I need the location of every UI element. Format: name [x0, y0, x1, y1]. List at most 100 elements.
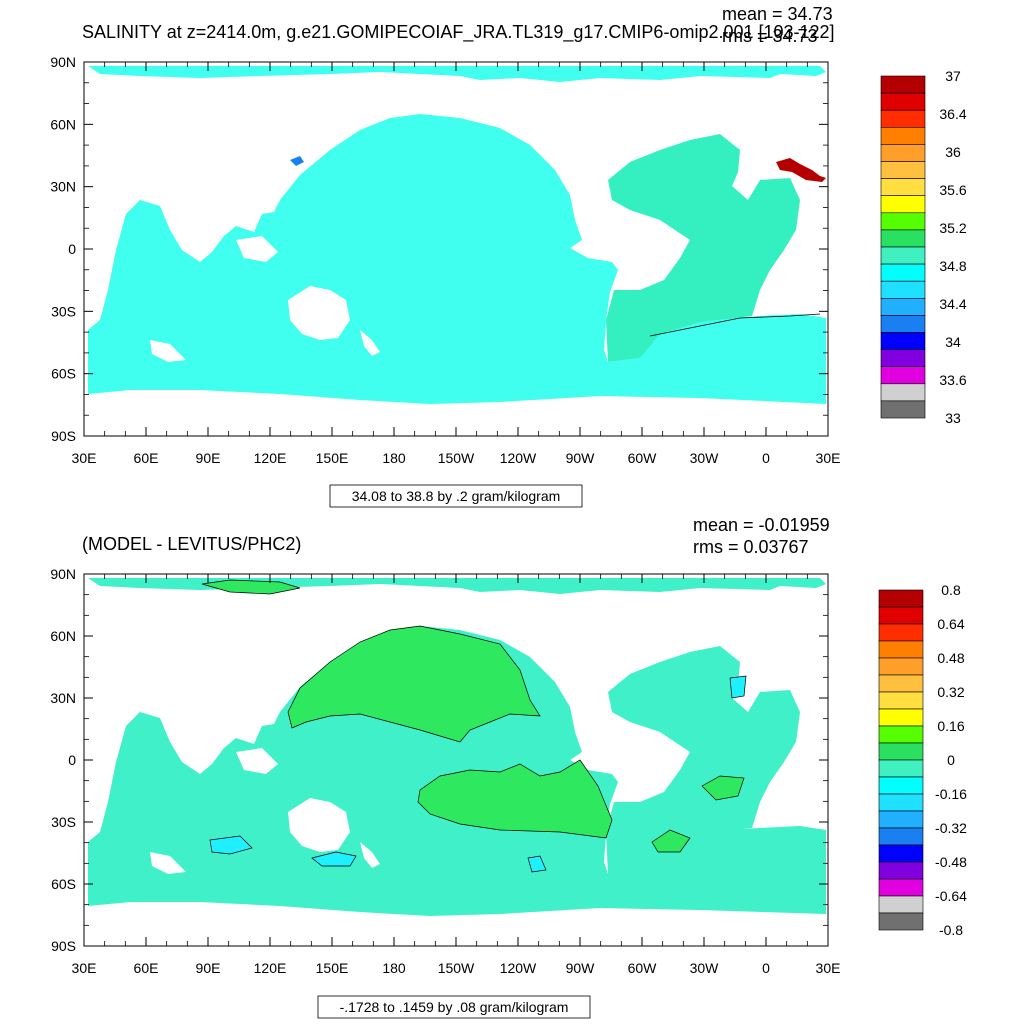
bottom-arctic-ocean [88, 578, 826, 594]
bottom-arctic-positive [201, 579, 301, 595]
top-colorbar-label: 34.8 [939, 258, 966, 274]
bottom-xtick-label: 120E [254, 960, 287, 976]
top-nz-land [360, 330, 380, 356]
bottom-colorbar-swatch [878, 810, 924, 829]
top-mediterranean-patch [776, 158, 826, 182]
top-colorbar-swatch [880, 92, 926, 111]
bottom-colorbar-swatch [878, 623, 924, 642]
bottom-colorbar-label: 0.8 [941, 582, 961, 598]
top-ytick-label: 0 [68, 241, 76, 257]
top-south-pacific-land [150, 340, 186, 362]
top-colorbar-label: 35.2 [939, 220, 966, 236]
bottom-southern-negative-1 [311, 851, 357, 867]
bottom-colorbar-swatch [878, 640, 924, 659]
bottom-panel: (MODEL - LEVITUS/PHC2) mean = -0.01959 r… [50, 515, 967, 1019]
top-colorbar-swatch [880, 383, 926, 402]
bottom-colorbar-swatch [878, 606, 924, 625]
top-colorbar-label: 33 [945, 410, 961, 426]
top-atlantic-ocean [606, 134, 800, 362]
bottom-australia-land [288, 798, 350, 852]
top-xtick-label: 30W [690, 450, 720, 466]
top-y-axis: 90N 60N 30N 0 30S 60S 90S [50, 54, 828, 444]
top-xtick-label: 180 [382, 450, 406, 466]
bottom-xtick-label: 180 [382, 960, 406, 976]
top-map-field [84, 66, 826, 436]
top-xtick-label: 90E [196, 450, 221, 466]
top-colorbar-swatch [880, 75, 926, 94]
top-xtick-label: 60W [628, 450, 658, 466]
bottom-nz-land [360, 842, 380, 868]
top-xtick-label: 60E [134, 450, 159, 466]
bottom-xtick-label: 30E [816, 960, 841, 976]
top-colorbar-swatch [880, 280, 926, 299]
bottom-colorbar: 0.8 0.64 0.48 0.32 0.16 0 -0.16 -0.32 -0.48 -0.64… [878, 582, 967, 938]
top-xtick-label: 150E [316, 450, 349, 466]
top-ytick-label: 30S [51, 303, 76, 319]
bottom-colorbar-swatch [878, 708, 924, 727]
bottom-colorbar-swatch [878, 776, 924, 795]
top-colorbar-label: 37 [945, 68, 961, 84]
bottom-southern-negative-3 [527, 855, 547, 873]
bottom-colorbar-swatch [878, 742, 924, 761]
top-xtick-label: 30E [72, 450, 97, 466]
top-colorbar-label: 34 [945, 334, 961, 350]
bottom-ocean [88, 626, 826, 916]
bottom-xtick-label: 90W [566, 960, 596, 976]
bottom-ytick-label: 90N [50, 566, 76, 582]
top-title: SALINITY at z=2414.0m, g.e21.GOMIPECOIAF… [82, 22, 835, 43]
top-ytick-label: 30N [50, 179, 76, 195]
top-colorbar: 37 36.4 36 35.6 35.2 34.8 34.4 34 33.6 33 [880, 68, 967, 426]
bottom-xtick-label: 120W [500, 960, 537, 976]
top-colorbar-swatch [880, 109, 926, 128]
bottom-atlantic-positive [701, 775, 745, 801]
top-ytick-label: 90S [51, 428, 76, 444]
bottom-ytick-label: 0 [68, 752, 76, 768]
bottom-xtick-label: 30W [690, 960, 720, 976]
top-colorbar-label: 34.4 [939, 296, 966, 312]
top-japan-sea-patch [290, 156, 304, 166]
bottom-colorbar-swatch [878, 827, 924, 846]
bottom-x-axis: 30E 60E 90E 120E 150E 180 150W 120W 90W 60W 30W 0 30… [72, 574, 841, 976]
top-australia-land [288, 286, 350, 340]
bottom-colorbar-swatch [878, 691, 924, 710]
top-colorbar-label: 35.6 [939, 182, 966, 198]
bottom-colorbar-label: -0.48 [935, 854, 967, 870]
top-arctic-ocean [88, 66, 826, 82]
bottom-antarctica-land [84, 916, 826, 946]
bottom-ytick-label: 90S [51, 938, 76, 954]
top-colorbar-swatch [880, 366, 926, 385]
bottom-south-atlantic-positive [651, 829, 691, 853]
bottom-ytick-label: 60N [50, 628, 76, 644]
top-xtick-label: 120E [254, 450, 287, 466]
top-x-axis: 30E 60E 90E 120E 150E 180 150W 120W 90W 60W 30W 0 30… [72, 62, 841, 466]
bottom-xtick-label: 60E [134, 960, 159, 976]
bottom-colorbar-swatch [878, 793, 924, 812]
bottom-ytick-label: 60S [51, 876, 76, 892]
bottom-y-axis: 90N 60N 30N 0 30S 60S 90S [50, 566, 828, 954]
top-xtick-label: 150W [438, 450, 475, 466]
bottom-colorbar-label: 0.48 [937, 650, 964, 666]
bottom-indonesia-land [236, 748, 278, 774]
top-xtick-label: 90W [566, 450, 596, 466]
top-colorbar-swatch [880, 178, 926, 197]
top-rms: rms = 34.73 [722, 26, 818, 46]
top-colorbar-swatch [880, 349, 926, 368]
top-xtick-label: 120W [500, 450, 537, 466]
top-xtick-label: 30E [816, 450, 841, 466]
bottom-colorbar-swatch [878, 725, 924, 744]
bottom-xtick-label: 0 [762, 960, 770, 976]
top-colorbar-swatch [880, 246, 926, 265]
bottom-title: (MODEL - LEVITUS/PHC2) [82, 534, 301, 554]
bottom-colorbar-swatch [878, 912, 924, 931]
bottom-colorbar-swatch [878, 759, 924, 778]
bottom-colorbar-swatch [878, 895, 924, 914]
top-colorbar-swatch [880, 315, 926, 333]
bottom-colorbar-swatch [878, 674, 924, 693]
top-antarctica-land [84, 404, 826, 436]
bottom-colorbar-swatch [878, 878, 924, 897]
top-mean: mean = 34.73 [722, 4, 833, 24]
bottom-xtick-label: 90E [196, 960, 221, 976]
bottom-colorbar-label: 0.32 [937, 684, 964, 700]
bottom-ytick-label: 30S [51, 814, 76, 830]
